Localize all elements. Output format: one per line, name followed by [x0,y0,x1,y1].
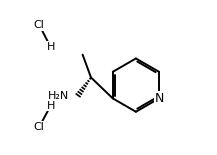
Text: Cl: Cl [34,122,45,132]
Text: N: N [155,92,164,105]
Text: H: H [46,101,55,111]
Text: Cl: Cl [34,20,45,30]
Text: H₂N: H₂N [48,91,69,101]
Text: H: H [46,42,55,52]
